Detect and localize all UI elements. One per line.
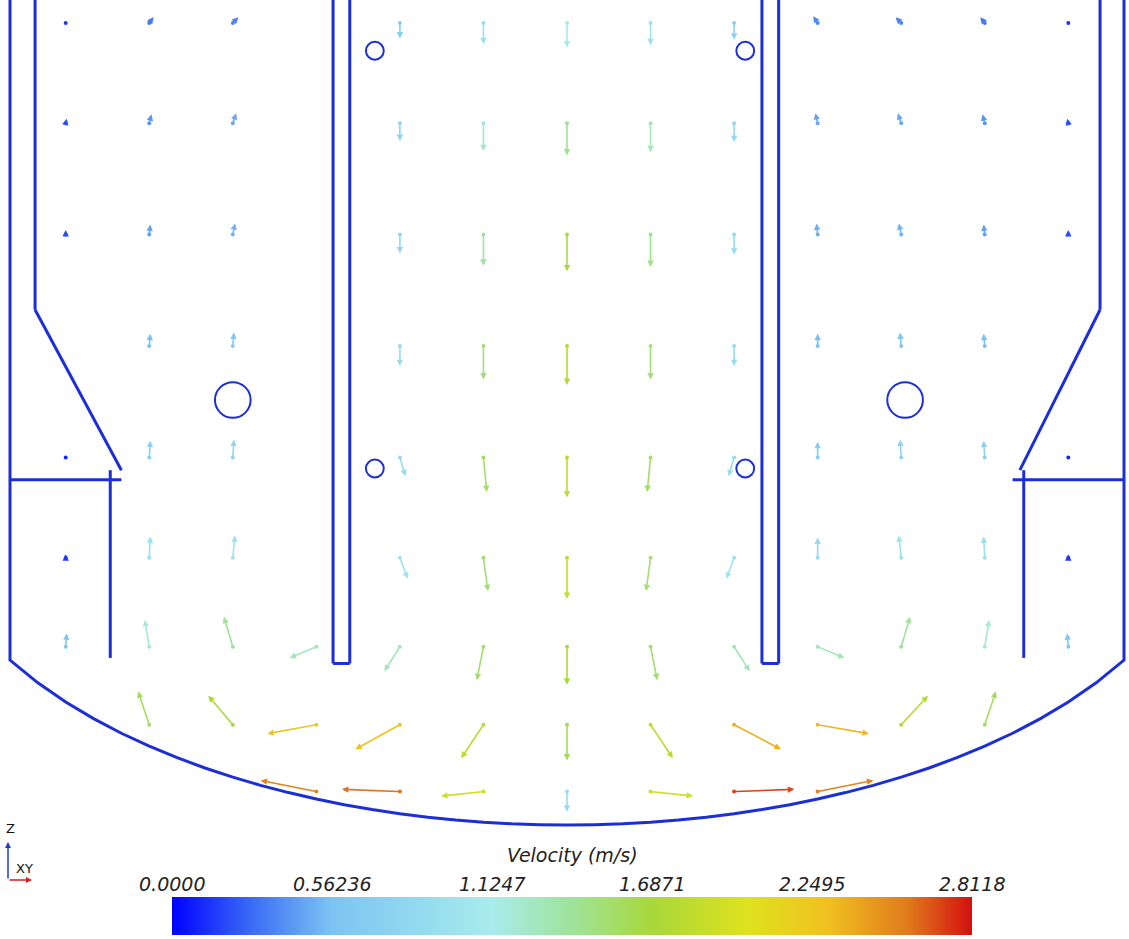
svg-text:2.8118: 2.8118 bbox=[939, 873, 1005, 895]
svg-text:Z: Z bbox=[6, 821, 15, 836]
svg-text:2.2495: 2.2495 bbox=[779, 873, 845, 895]
svg-text:0.0000: 0.0000 bbox=[139, 873, 205, 895]
svg-text:0.56236: 0.56236 bbox=[293, 873, 372, 895]
svg-text:1.6871: 1.6871 bbox=[619, 873, 685, 895]
svg-text:1.1247: 1.1247 bbox=[459, 873, 525, 895]
svg-text:Velocity (m/s): Velocity (m/s) bbox=[507, 844, 638, 866]
svg-text:XY: XY bbox=[16, 861, 33, 876]
